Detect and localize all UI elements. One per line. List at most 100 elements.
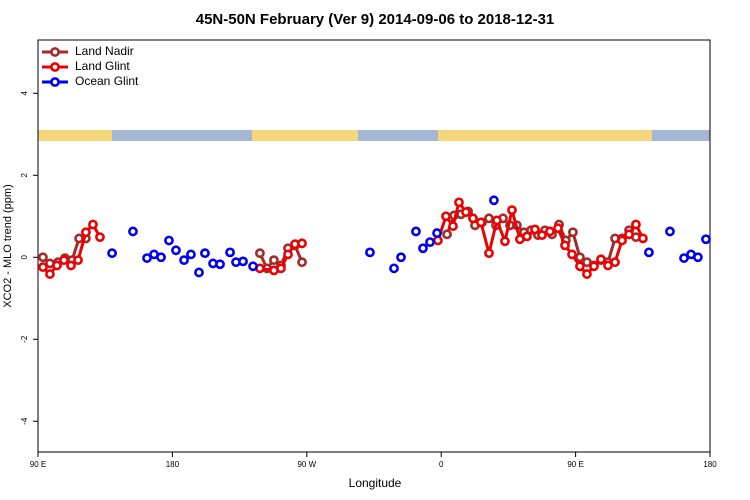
data-point: [575, 252, 585, 263]
data-point: [38, 262, 48, 273]
y-tick-label: -2: [20, 335, 29, 343]
data-point: [568, 227, 578, 238]
data-point: [454, 197, 464, 208]
data-point: [442, 229, 452, 240]
data-point: [596, 254, 606, 265]
legend-label: Ocean Glint: [75, 74, 139, 88]
map-strip: [38, 130, 710, 141]
data-point: [297, 257, 307, 268]
data-point: [489, 195, 499, 206]
legend-marker: [50, 62, 60, 72]
x-tick-label: 0: [439, 460, 444, 469]
data-point: [255, 248, 265, 259]
legend-entry: Land Glint: [42, 59, 130, 73]
legend-marker: [50, 77, 60, 87]
legend-label: Land Glint: [75, 59, 130, 73]
data-point: [468, 213, 478, 224]
data-point: [73, 255, 83, 266]
data-point: [441, 211, 451, 222]
data-point: [522, 231, 532, 242]
series-line: [41, 209, 637, 272]
data-point: [411, 226, 421, 237]
data-point: [389, 263, 399, 274]
data-point: [418, 243, 428, 254]
x-tick-label: 90 E: [30, 460, 46, 469]
y-tick-label: 2: [20, 173, 29, 178]
data-point: [215, 259, 225, 270]
data-point: [476, 217, 486, 228]
data-point: [582, 269, 592, 279]
data-point: [461, 207, 471, 218]
data-point: [693, 252, 703, 263]
data-point: [631, 219, 641, 230]
x-axis-label: Longitude: [349, 476, 402, 490]
data-point: [644, 247, 654, 258]
data-point: [507, 205, 517, 216]
data-point: [142, 253, 152, 263]
data-point: [545, 226, 555, 237]
data-point: [665, 226, 675, 237]
data-point: [567, 249, 577, 260]
data-point: [107, 248, 117, 259]
data-point: [432, 228, 442, 238]
data-point: [95, 232, 105, 243]
data-point: [194, 267, 204, 278]
y-tick-label: 0: [20, 255, 29, 260]
data-point: [484, 248, 494, 259]
chart-title: 45N-50N February (Ver 9) 2014-09-06 to 2…: [196, 11, 555, 28]
legend-label: Land Nadir: [75, 44, 134, 58]
data-point: [575, 261, 585, 272]
x-tick-label: 180: [166, 460, 180, 469]
data-point: [128, 226, 138, 237]
data-point: [52, 260, 62, 271]
data-point: [500, 236, 510, 247]
data-point: [59, 255, 69, 266]
data-point: [701, 234, 711, 245]
data-point: [537, 230, 547, 241]
legend-entry: Land Nadir: [42, 44, 134, 58]
data-point: [81, 227, 91, 238]
x-tick-label: 180: [703, 460, 717, 469]
data-point: [679, 253, 689, 263]
y-axis-label: XCO2 - MLO trend (ppm): [2, 184, 14, 307]
data-point: [396, 252, 406, 263]
plot-frame: [37, 39, 711, 453]
data-point: [589, 261, 599, 272]
data-point: [484, 213, 494, 224]
data-point: [156, 252, 166, 263]
y-tick-label: -4: [20, 417, 29, 425]
data-point: [553, 223, 563, 234]
data-point: [276, 263, 286, 274]
x-tick-label: 90 E: [567, 460, 583, 469]
data-point: [225, 247, 235, 258]
data-point: [238, 256, 248, 267]
data-point: [560, 240, 570, 251]
data-point: [38, 252, 48, 263]
y-tick-label: 4: [20, 91, 29, 96]
data-point: [269, 255, 279, 266]
data-point: [433, 235, 443, 246]
legend-marker: [50, 47, 60, 57]
data-point: [530, 224, 540, 235]
data-point: [45, 269, 55, 279]
data-point: [88, 219, 98, 230]
data-point: [66, 260, 76, 271]
data-point: [624, 229, 634, 240]
data-point: [492, 215, 502, 226]
data-point: [425, 237, 435, 248]
data-point: [171, 245, 181, 256]
data-point: [638, 233, 648, 244]
data-point: [365, 247, 375, 258]
legend-entry: Ocean Glint: [42, 74, 139, 88]
data-point: [610, 257, 620, 268]
data-point: [186, 249, 196, 260]
data-point: [248, 261, 258, 272]
data-point: [164, 235, 174, 246]
data-point: [200, 248, 210, 259]
data-point: [283, 249, 293, 260]
data-point: [179, 255, 189, 266]
data-point: [617, 235, 627, 246]
x-tick-label: 90 W: [297, 460, 316, 469]
data-point: [297, 238, 307, 249]
